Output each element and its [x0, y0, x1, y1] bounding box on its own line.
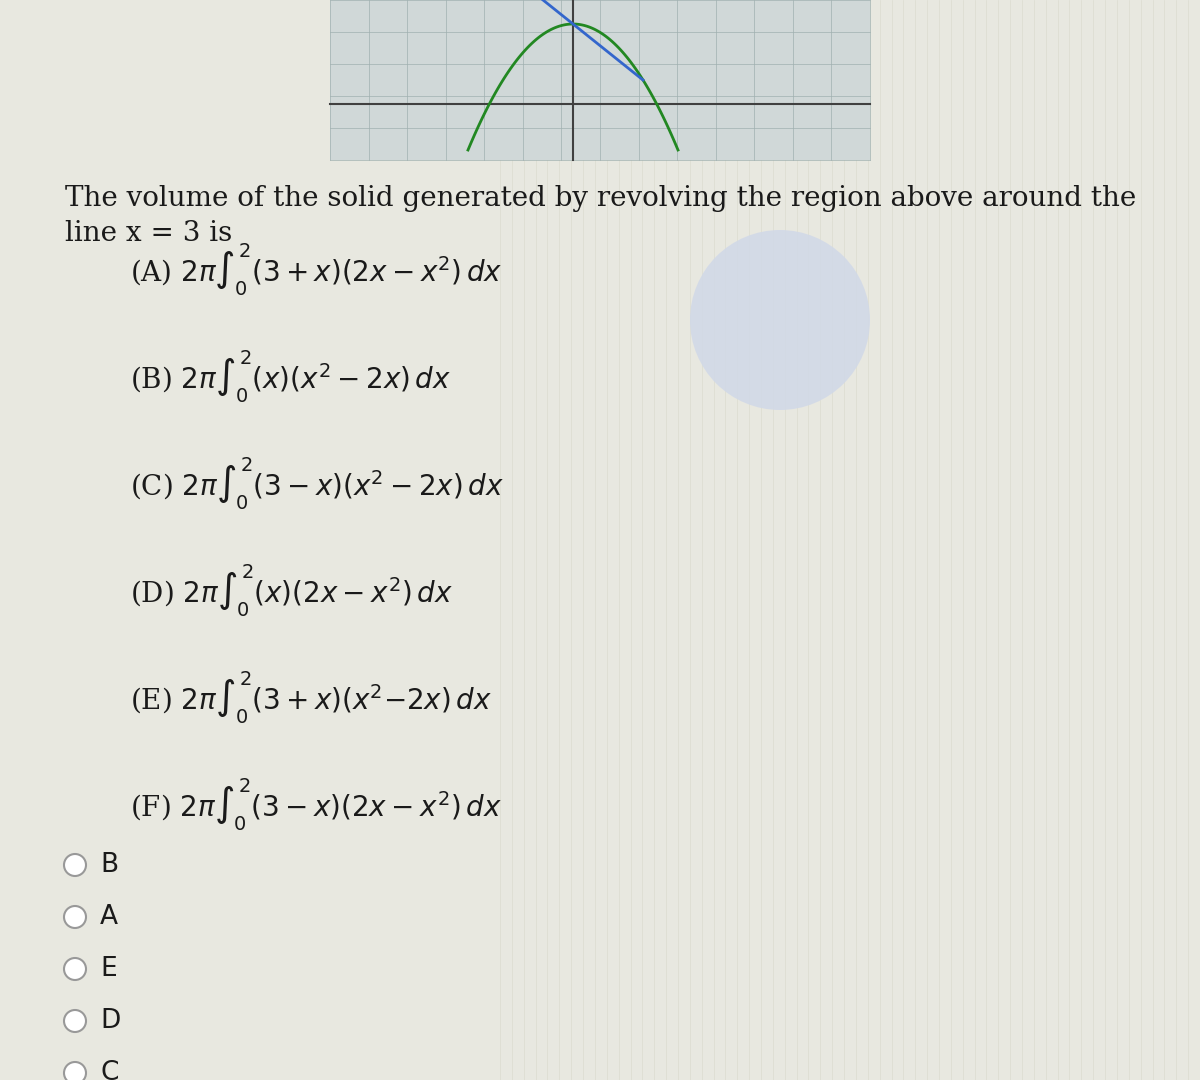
Text: (D) $2\pi \int_0^{2}(x)(2x-x^2)\,dx$: (D) $2\pi \int_0^{2}(x)(2x-x^2)\,dx$ — [130, 563, 454, 619]
Circle shape — [64, 1010, 86, 1032]
Text: (B) $2\pi \int_0^{2}(x)(x^2-2x)\,dx$: (B) $2\pi \int_0^{2}(x)(x^2-2x)\,dx$ — [130, 349, 451, 405]
Bar — [330, 0, 870, 160]
Circle shape — [64, 854, 86, 876]
Text: E: E — [100, 956, 116, 982]
Text: A: A — [100, 904, 118, 930]
Text: (A) $2\pi \int_0^{2}(3+x)(2x-x^2)\,dx$: (A) $2\pi \int_0^{2}(3+x)(2x-x^2)\,dx$ — [130, 242, 503, 298]
Text: (F) $2\pi \int_0^{2}(3-x)(2x-x^2)\,dx$: (F) $2\pi \int_0^{2}(3-x)(2x-x^2)\,dx$ — [130, 777, 502, 834]
Text: D: D — [100, 1008, 120, 1034]
Text: (E) $2\pi \int_0^{2}(3+x)(x^2{-}2x)\,dx$: (E) $2\pi \int_0^{2}(3+x)(x^2{-}2x)\,dx$ — [130, 670, 492, 727]
Circle shape — [64, 958, 86, 980]
Text: (C) $2\pi \int_0^{2}(3-x)(x^2-2x)\,dx$: (C) $2\pi \int_0^{2}(3-x)(x^2-2x)\,dx$ — [130, 456, 504, 512]
Text: B: B — [100, 852, 118, 878]
Text: C: C — [100, 1059, 119, 1080]
Text: line x = 3 is: line x = 3 is — [65, 220, 233, 247]
Circle shape — [64, 1062, 86, 1080]
Text: The volume of the solid generated by revolving the region above around the: The volume of the solid generated by rev… — [65, 185, 1136, 212]
Circle shape — [64, 906, 86, 928]
Circle shape — [690, 230, 870, 410]
